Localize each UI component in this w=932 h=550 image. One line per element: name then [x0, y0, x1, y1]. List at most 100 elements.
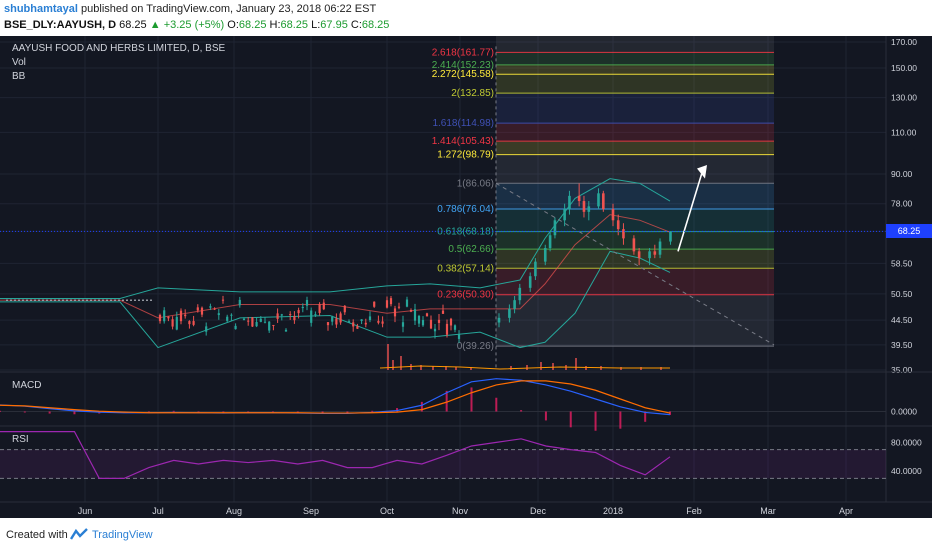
last-price-tag: 68.25: [886, 224, 932, 239]
chart-area[interactable]: 0(39.26) 0.236(50.30) 0.382(57.14) 0.5(62.6…: [0, 36, 932, 518]
macd-histogram-bar: [222, 411, 225, 413]
candle-body: [360, 319, 363, 321]
fib-zone: [496, 183, 774, 209]
volume-bar: [526, 365, 528, 370]
volume-bar: [432, 366, 434, 370]
candle-body: [209, 306, 212, 308]
macd-indicator-label[interactable]: MACD: [12, 380, 42, 391]
candle-body: [196, 307, 199, 311]
candle-body: [184, 314, 187, 317]
candle-body: [528, 276, 532, 288]
candle-body: [577, 195, 581, 202]
rsi-axis-label: 40.0000: [891, 466, 922, 476]
high-label: H:: [269, 19, 281, 31]
candle-body: [548, 235, 552, 249]
macd-axis-label: 0.0000: [891, 407, 917, 417]
candle-body: [188, 321, 191, 325]
price-axis-label: 35.00: [891, 365, 913, 375]
macd-histogram-bar: [0, 410, 1, 412]
fib-zone: [496, 93, 774, 124]
macd-signal-line: [0, 380, 671, 414]
volume-ma: [379, 365, 670, 370]
fib-level-label: 0.382(57.14): [437, 263, 494, 274]
projection-arrow-head: [697, 164, 707, 179]
candle-body: [331, 316, 334, 322]
publish-info: published on TradingView.com, January 23…: [81, 3, 377, 15]
candle-body: [413, 309, 417, 321]
up-arrow-icon: ▲: [149, 19, 161, 31]
macd-histogram-bar: [197, 411, 200, 413]
fib-level-label: 2.414(152.23): [432, 60, 494, 71]
volume-bar: [392, 360, 394, 370]
volume-bar: [420, 365, 422, 370]
price-axis-label: 90.00: [891, 169, 913, 179]
bb-indicator-label[interactable]: BB: [12, 71, 26, 82]
low-label: L:: [311, 19, 321, 31]
chart-canvas[interactable]: 0(39.26) 0.236(50.30) 0.382(57.14) 0.5(62.6…: [0, 36, 932, 518]
candle-body: [326, 322, 330, 326]
macd-histogram-bar: [371, 410, 374, 412]
candle-body: [272, 324, 275, 326]
volume-bar: [387, 344, 389, 370]
macd-histogram-bar: [147, 411, 150, 413]
candle-body: [200, 307, 204, 315]
fib-level-label: 2.618(161.77): [432, 47, 494, 58]
fib-zone: [496, 123, 774, 142]
volume-bar: [660, 367, 662, 370]
candle-body: [397, 306, 401, 308]
footer: Created with TradingView: [0, 518, 932, 550]
candle-body: [297, 310, 300, 314]
candle-body: [421, 320, 425, 326]
candle-body: [221, 299, 225, 301]
candle-body: [637, 251, 641, 259]
candle-body: [611, 209, 615, 221]
macd-histogram-bar: [520, 410, 523, 412]
price-axis-label: 58.50: [891, 258, 913, 268]
candle-body: [377, 320, 380, 323]
symbol-label: BSE_DLY:AAYUSH, D: [4, 19, 117, 31]
rsi-axis-label: 80.0000: [891, 437, 922, 447]
rsi-band-fill: [0, 449, 886, 479]
volume-bar: [400, 356, 402, 370]
candle-body: [247, 320, 250, 322]
candle-body: [622, 229, 625, 239]
candle-body: [230, 314, 233, 316]
author-link[interactable]: shubhamtayal: [4, 3, 78, 15]
candle-body: [347, 321, 351, 323]
tradingview-brand-link[interactable]: TradingView: [92, 529, 153, 541]
volume-bar: [470, 367, 472, 370]
candle-body: [389, 298, 393, 305]
candle-body: [582, 201, 586, 212]
candle-body: [318, 304, 321, 313]
fib-level-label: 2(132.85): [451, 88, 494, 99]
candle-body: [167, 316, 170, 319]
macd-histogram-bar: [495, 397, 498, 412]
rsi-line: [0, 431, 671, 479]
candle-body: [158, 314, 162, 322]
macd-histogram-bar: [396, 408, 399, 412]
candle-body: [616, 220, 620, 230]
candle-body: [205, 326, 208, 332]
time-axis-label: Mar: [760, 506, 776, 516]
candle-body: [437, 319, 441, 323]
volume-bar: [585, 366, 587, 370]
time-axis-label: Jun: [78, 506, 93, 516]
candle-body: [373, 301, 376, 307]
candle-body: [401, 322, 405, 327]
candle-body: [385, 300, 389, 308]
vol-indicator-label[interactable]: Vol: [12, 57, 26, 68]
candle-body: [433, 328, 437, 332]
chart-title: AAYUSH FOOD AND HERBS LIMITED, D, BSE: [12, 43, 226, 54]
macd-histogram-bar: [594, 411, 597, 431]
candle-body: [289, 314, 292, 316]
macd-histogram-bar: [619, 411, 622, 429]
chart-header: shubhamtayal published on TradingView.co…: [0, 0, 932, 36]
candle-body: [425, 313, 429, 317]
trendline-dashed: [495, 182, 775, 346]
price-axis-label: 110.00: [891, 127, 917, 137]
rsi-indicator-label[interactable]: RSI: [12, 434, 29, 445]
candle-body: [534, 261, 537, 277]
created-with-label: Created with: [6, 529, 68, 541]
candle-body: [563, 209, 566, 221]
candle-body: [513, 300, 516, 309]
